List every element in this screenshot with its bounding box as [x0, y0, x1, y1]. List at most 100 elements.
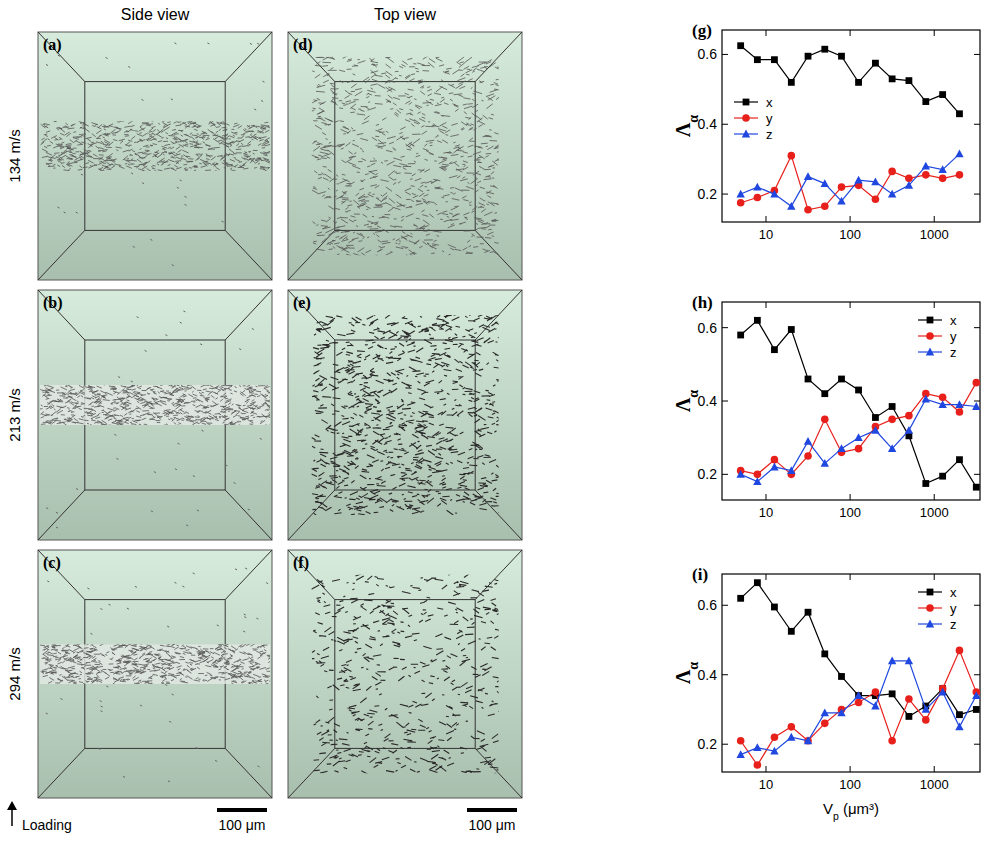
- panel-background: [288, 550, 522, 798]
- x-tick: [934, 216, 935, 222]
- data-point: [972, 379, 980, 387]
- y-axis-title: Λα: [672, 662, 701, 684]
- data-point: [922, 162, 930, 170]
- data-point: [804, 172, 812, 180]
- chart: 1010010000.20.40.6(g)Λαxyz: [672, 21, 980, 242]
- scale-bar: [467, 808, 517, 812]
- legend-label: z: [950, 345, 957, 360]
- series-line: [741, 650, 977, 765]
- data-point: [821, 390, 828, 397]
- data-point: [922, 395, 930, 403]
- data-point: [788, 628, 795, 635]
- texture: [312, 57, 499, 255]
- y-tick: [722, 474, 728, 475]
- texture-strokes: [311, 315, 498, 515]
- series-line: [741, 46, 960, 114]
- data-point: [956, 171, 964, 179]
- specks: [46, 311, 262, 528]
- y-tick: [722, 194, 728, 195]
- x-tick: [850, 216, 851, 222]
- data-point: [754, 317, 761, 324]
- data-point: [736, 750, 744, 758]
- box-edge: [475, 32, 522, 82]
- data-point: [872, 688, 880, 696]
- data-point: [771, 604, 778, 611]
- box-edge: [225, 32, 272, 82]
- box-edge: [288, 748, 335, 798]
- plot-area: [736, 42, 963, 213]
- data-point: [753, 477, 761, 485]
- main-char: V: [823, 800, 833, 817]
- x-tick: [765, 302, 766, 308]
- data-point: [737, 42, 744, 49]
- box-edge: [288, 550, 335, 600]
- data-point: [938, 688, 946, 696]
- box-edge: [38, 32, 85, 82]
- data-point: [972, 402, 980, 410]
- specks: [46, 43, 265, 266]
- box-edge: [288, 490, 335, 540]
- main-char: Λ: [672, 397, 694, 412]
- legend: xyz: [918, 313, 957, 360]
- data-point: [770, 463, 778, 471]
- data-point: [855, 692, 862, 699]
- data-point: [905, 426, 913, 434]
- data-point: [821, 416, 829, 424]
- figure: Side viewTop view134 m/s213 m/s294 m/s(a…: [0, 0, 992, 845]
- data-point: [754, 471, 762, 479]
- data-point: [973, 706, 980, 713]
- x-tick-label: 1000: [920, 505, 949, 520]
- series-line: [741, 383, 977, 475]
- legend-label: y: [766, 111, 773, 126]
- y-axis-title: Λα: [672, 390, 701, 412]
- data-point: [753, 183, 761, 191]
- data-point: [871, 177, 879, 185]
- data-point: [770, 190, 778, 198]
- texture-strokes: [41, 121, 271, 171]
- box-edge: [475, 230, 522, 280]
- y-tick: [722, 605, 728, 606]
- panel-letter: (a): [43, 36, 62, 54]
- texture-strokes: [312, 57, 499, 255]
- data-point: [956, 408, 964, 416]
- data-point: [854, 176, 862, 184]
- x-tick-label: 100: [839, 777, 861, 792]
- x-tick-label: 100: [839, 227, 861, 242]
- data-point: [871, 702, 879, 710]
- x-tick: [765, 574, 766, 580]
- y-tick: [722, 744, 728, 745]
- data-point: [872, 414, 879, 421]
- row-label: 294 m/s: [6, 647, 23, 700]
- data-point: [837, 709, 845, 717]
- data-point: [854, 433, 862, 441]
- y-tick: [974, 474, 980, 475]
- box-edge: [475, 550, 522, 600]
- data-point: [855, 387, 862, 394]
- y-tick-label: 0.2: [698, 736, 718, 752]
- box-edge: [475, 748, 522, 798]
- box-edge: [38, 490, 85, 540]
- data-point: [855, 445, 863, 453]
- data-point: [771, 733, 779, 741]
- y-axis-title: Λα: [672, 115, 701, 137]
- data-point: [788, 79, 795, 86]
- image-panel: (c): [38, 550, 276, 798]
- data-point: [905, 656, 913, 664]
- x-tick: [934, 302, 935, 308]
- y-tick: [974, 327, 980, 328]
- subscript: α: [686, 115, 701, 123]
- data-point: [955, 150, 963, 158]
- data-point: [804, 206, 812, 214]
- box-edge: [38, 550, 85, 600]
- series-line: [741, 583, 977, 717]
- box-edge: [38, 290, 85, 340]
- data-point: [804, 736, 812, 744]
- legend: xyz: [918, 585, 957, 632]
- data-point: [788, 152, 796, 160]
- plot-frame: [722, 302, 980, 500]
- x-tick-label: 100: [839, 505, 861, 520]
- x-tick-label: 1000: [920, 777, 949, 792]
- data-point: [956, 647, 964, 655]
- box-edge: [38, 748, 85, 798]
- box-edge: [225, 748, 272, 798]
